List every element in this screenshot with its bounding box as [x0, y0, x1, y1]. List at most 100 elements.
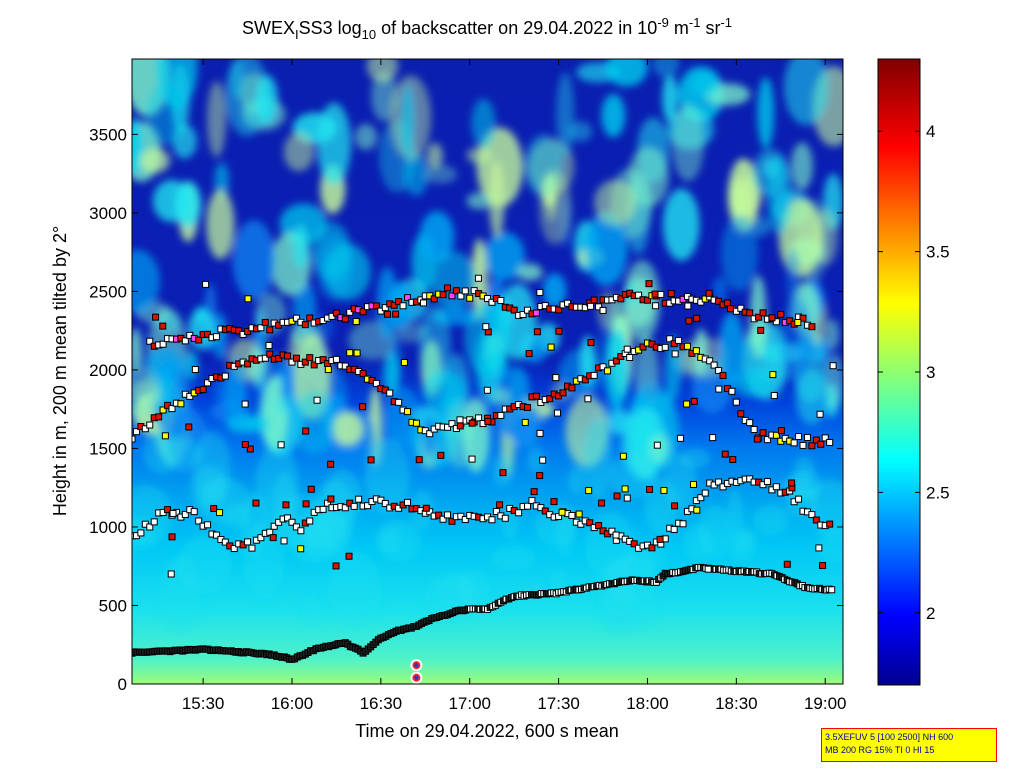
layer-marker: [306, 314, 314, 322]
scatter-marker: [456, 416, 464, 424]
layer-marker: [359, 369, 367, 377]
cloud-patch: [567, 121, 593, 142]
layer-marker: [759, 309, 767, 317]
layer-marker: [715, 478, 723, 486]
layer-marker: [244, 538, 252, 546]
layer-marker: [630, 540, 638, 548]
layer-marker: [488, 516, 496, 524]
cloud-patch: [652, 59, 680, 78]
scatter-marker: [777, 427, 785, 435]
layer-marker: [692, 347, 700, 355]
layer-marker: [772, 483, 780, 491]
scatter-marker: [612, 531, 620, 539]
scatter-marker: [705, 289, 713, 297]
layer-marker: [599, 363, 607, 371]
layer-marker: [235, 327, 243, 335]
y-axis: 0 500 1000 1500 2000 2500 3000 3500: [89, 125, 843, 694]
cloud-patch: [604, 330, 630, 408]
layer-marker: [399, 302, 407, 310]
cloud-patch: [214, 312, 228, 361]
layer-marker: [475, 414, 483, 422]
layer-marker: [292, 314, 300, 322]
cloud-patch: [608, 408, 630, 435]
layer-marker: [590, 296, 598, 304]
y-tick-label: 2000: [89, 361, 127, 380]
plot-frame: [131, 58, 844, 685]
scatter-marker: [623, 494, 631, 502]
scatter-marker: [554, 409, 562, 417]
haze-patch: [161, 437, 203, 471]
layer-marker: [461, 287, 469, 295]
layer-marker: [715, 367, 723, 375]
cloud-patch: [779, 299, 813, 383]
cloud-patch: [628, 146, 669, 207]
haze-patch: [549, 568, 567, 594]
cloud-patch: [783, 59, 829, 126]
layer-marker: [737, 304, 745, 312]
layer-marker: [528, 497, 536, 505]
layer-marker: [484, 295, 491, 303]
scatter-marker: [693, 314, 701, 322]
scatter-marker: [794, 319, 802, 327]
cloud-patch: [812, 208, 839, 266]
layer-marker: [306, 354, 314, 362]
layer-marker: [541, 507, 549, 515]
scatter-marker: [352, 317, 360, 325]
colorbar-tick-label: 4: [926, 122, 935, 141]
colorbar-tick-label: 3.5: [926, 243, 950, 262]
cloud-patch: [671, 104, 704, 182]
layer-marker: [257, 534, 265, 542]
scatter-marker: [269, 534, 277, 542]
scatter-marker: [587, 302, 595, 310]
layer-marker: [759, 429, 767, 437]
scatter-marker: [202, 280, 210, 288]
cloud-patch: [317, 102, 351, 185]
layer-marker: [581, 376, 589, 384]
scatter-marker: [558, 508, 566, 516]
layer-marker: [435, 511, 443, 519]
layer-marker: [750, 426, 758, 434]
layer-marker: [341, 504, 349, 512]
title-sup: -9: [657, 15, 669, 30]
scatter-marker: [587, 339, 595, 347]
haze-patch: [736, 528, 756, 549]
layer-marker: [212, 333, 220, 341]
cloud-patch: [594, 179, 637, 226]
scatter-marker: [660, 486, 668, 494]
scatter-marker: [346, 349, 354, 357]
cloud-patch: [484, 232, 525, 281]
layer-marker: [270, 522, 278, 530]
cloud-patch: [466, 192, 494, 210]
cloud-patch: [132, 249, 160, 314]
layer-marker: [772, 318, 780, 326]
layer-marker: [492, 508, 500, 516]
layer-marker: [515, 509, 523, 517]
scatter-marker: [161, 432, 169, 440]
layer-marker: [546, 395, 554, 403]
layer-marker: [828, 586, 836, 594]
layer-marker: [150, 518, 158, 526]
scatter-marker: [816, 410, 824, 418]
low-marker-center: [414, 662, 419, 668]
cloud-patch: [400, 83, 416, 158]
cloud-patch: [424, 165, 457, 184]
y-tick-label: 3000: [89, 204, 127, 223]
cloud-patch: [721, 215, 759, 292]
scatter-marker: [474, 274, 482, 282]
cloud-patch: [466, 147, 493, 164]
scatter-marker: [536, 429, 544, 437]
y-axis-label: Height in m, 200 m mean tilted by 2°: [50, 226, 70, 516]
scatter-marker: [327, 460, 335, 468]
scatter-marker: [159, 322, 167, 330]
scatter-marker: [552, 374, 560, 382]
layer-marker: [430, 295, 438, 303]
layer-marker: [301, 321, 309, 329]
layer-marker: [603, 367, 611, 375]
layer-marker: [723, 299, 731, 307]
scatter-marker: [704, 565, 712, 573]
layer-marker: [732, 398, 740, 406]
layer-marker: [523, 404, 531, 412]
layer-marker: [404, 498, 412, 506]
cloud-patch: [795, 368, 829, 425]
layer-marker: [284, 514, 292, 522]
